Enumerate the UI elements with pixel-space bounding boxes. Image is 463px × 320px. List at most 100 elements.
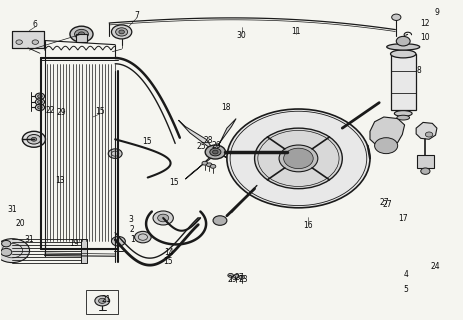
Circle shape xyxy=(0,239,30,263)
Text: 31: 31 xyxy=(7,205,17,214)
Circle shape xyxy=(35,104,44,111)
Text: 20: 20 xyxy=(15,219,25,228)
Circle shape xyxy=(233,274,239,278)
Circle shape xyxy=(421,168,430,174)
Circle shape xyxy=(16,40,22,44)
Circle shape xyxy=(206,163,212,167)
Circle shape xyxy=(239,275,244,279)
Circle shape xyxy=(27,134,41,144)
Circle shape xyxy=(228,273,233,277)
Circle shape xyxy=(112,25,132,39)
Text: 2: 2 xyxy=(130,225,135,234)
Circle shape xyxy=(32,40,38,44)
Polygon shape xyxy=(185,152,215,179)
Text: 24: 24 xyxy=(431,262,440,271)
Bar xyxy=(12,31,44,48)
Circle shape xyxy=(210,148,221,156)
Text: 10: 10 xyxy=(420,33,430,42)
Circle shape xyxy=(35,99,44,105)
Text: 17: 17 xyxy=(398,214,408,223)
Text: 13: 13 xyxy=(55,176,65,185)
Ellipse shape xyxy=(397,115,410,120)
Text: 30: 30 xyxy=(237,31,246,40)
Text: 15: 15 xyxy=(163,258,173,267)
Circle shape xyxy=(227,109,370,208)
Circle shape xyxy=(99,298,106,303)
Circle shape xyxy=(35,93,44,100)
Bar xyxy=(417,155,434,168)
Circle shape xyxy=(284,148,313,169)
Text: 28: 28 xyxy=(204,136,213,145)
Circle shape xyxy=(95,296,110,306)
Text: 25: 25 xyxy=(197,142,206,151)
Circle shape xyxy=(375,138,398,154)
Text: 29: 29 xyxy=(57,108,66,117)
Circle shape xyxy=(425,132,433,137)
Bar xyxy=(12,31,44,48)
Circle shape xyxy=(116,28,128,36)
Circle shape xyxy=(255,128,342,189)
Text: 3: 3 xyxy=(128,215,133,224)
Circle shape xyxy=(108,149,122,158)
Bar xyxy=(81,239,88,263)
Circle shape xyxy=(38,100,42,104)
Circle shape xyxy=(70,26,93,42)
Bar xyxy=(390,54,416,110)
Circle shape xyxy=(38,106,42,109)
Circle shape xyxy=(1,240,11,247)
Text: 19: 19 xyxy=(69,239,78,248)
Text: 1: 1 xyxy=(130,235,135,244)
Circle shape xyxy=(202,161,207,165)
Circle shape xyxy=(135,231,151,243)
Circle shape xyxy=(213,150,218,154)
Polygon shape xyxy=(215,152,255,173)
Circle shape xyxy=(38,95,42,98)
Ellipse shape xyxy=(394,111,412,116)
Circle shape xyxy=(0,248,12,256)
Circle shape xyxy=(210,164,216,168)
Circle shape xyxy=(112,236,125,246)
Circle shape xyxy=(75,29,88,39)
Text: 15: 15 xyxy=(143,137,152,146)
Circle shape xyxy=(392,14,401,20)
Circle shape xyxy=(279,145,318,172)
Circle shape xyxy=(22,131,45,147)
Text: 14: 14 xyxy=(164,248,174,257)
Circle shape xyxy=(396,36,410,46)
Bar xyxy=(76,34,87,42)
Text: 6: 6 xyxy=(33,20,38,29)
Ellipse shape xyxy=(387,44,420,50)
Text: 15: 15 xyxy=(95,107,105,116)
Text: 15: 15 xyxy=(169,179,179,188)
Polygon shape xyxy=(416,123,437,139)
Text: 27: 27 xyxy=(380,197,389,206)
Circle shape xyxy=(213,216,227,225)
Text: 31: 31 xyxy=(25,235,34,244)
Text: 26: 26 xyxy=(212,141,221,150)
Text: 22: 22 xyxy=(46,106,55,115)
Circle shape xyxy=(119,30,125,34)
Circle shape xyxy=(78,32,85,36)
Text: 11: 11 xyxy=(291,28,301,36)
Text: 27: 27 xyxy=(235,273,244,282)
Polygon shape xyxy=(178,120,215,152)
Text: 18: 18 xyxy=(221,103,231,112)
Text: 27: 27 xyxy=(383,200,392,209)
Text: 23: 23 xyxy=(238,275,248,284)
Text: 7: 7 xyxy=(134,12,139,20)
Circle shape xyxy=(157,214,169,222)
Circle shape xyxy=(31,137,37,141)
Text: 5: 5 xyxy=(404,285,408,294)
Text: 29: 29 xyxy=(228,275,237,284)
Text: 9: 9 xyxy=(434,8,439,17)
Text: 12: 12 xyxy=(420,19,430,28)
Ellipse shape xyxy=(390,50,416,58)
Text: 8: 8 xyxy=(416,66,421,75)
Text: 4: 4 xyxy=(404,269,408,279)
Bar xyxy=(86,290,119,314)
Text: 16: 16 xyxy=(303,221,313,230)
Polygon shape xyxy=(370,117,405,147)
Circle shape xyxy=(205,145,225,159)
Circle shape xyxy=(153,211,173,225)
Text: 21: 21 xyxy=(101,295,111,304)
